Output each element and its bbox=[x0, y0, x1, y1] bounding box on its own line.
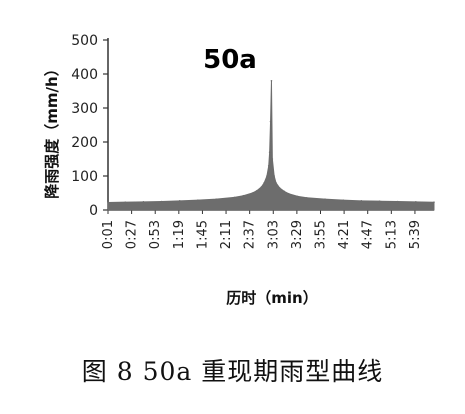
x-tick-label: 3:03 bbox=[266, 220, 281, 249]
x-tick-label: 5:39 bbox=[408, 220, 423, 249]
x-tick-label: 4:47 bbox=[361, 220, 376, 249]
data-point bbox=[269, 120, 272, 123]
rainfall-chart: 0 100 200 300 400 500 0:01 0:27 0:53 1:19 1:45 2:11… bbox=[43, 33, 435, 307]
data-point bbox=[273, 175, 275, 177]
data-point bbox=[342, 199, 344, 201]
data-point bbox=[266, 175, 268, 177]
data-point bbox=[275, 182, 277, 184]
data-point bbox=[270, 80, 273, 82]
y-tick-label: 0 bbox=[89, 203, 98, 219]
data-point bbox=[396, 200, 399, 203]
data-point bbox=[160, 200, 163, 203]
data-point bbox=[360, 200, 363, 202]
x-tick-label: 5:13 bbox=[384, 220, 399, 249]
data-point bbox=[268, 151, 271, 153]
x-tick-label: 2:11 bbox=[219, 220, 234, 249]
data-point bbox=[306, 196, 308, 199]
x-tick-label: 2:37 bbox=[243, 220, 258, 249]
data-point bbox=[142, 201, 145, 203]
data-point bbox=[256, 189, 258, 192]
chart-title: 50a bbox=[203, 45, 257, 75]
data-point bbox=[324, 198, 326, 200]
x-tick-label: 4:21 bbox=[337, 220, 352, 249]
data-point bbox=[433, 201, 435, 203]
y-tick-label: 300 bbox=[71, 101, 98, 117]
data-point bbox=[267, 165, 270, 167]
x-tick-label: 1:19 bbox=[172, 220, 187, 249]
data-point bbox=[378, 200, 381, 202]
y-axis-title: 降雨强度（mm/h） bbox=[43, 61, 61, 198]
x-tick-label: 1:45 bbox=[195, 220, 210, 249]
data-point bbox=[287, 192, 290, 195]
x-axis-title: 历时（min） bbox=[226, 289, 317, 307]
data-point bbox=[178, 200, 181, 202]
data-point bbox=[263, 182, 265, 184]
y-tick-label: 500 bbox=[71, 33, 98, 49]
x-tick-label: 3:55 bbox=[313, 220, 328, 249]
data-point bbox=[107, 201, 109, 204]
rainfall-area-series bbox=[107, 80, 435, 211]
x-tick-label: 0:27 bbox=[125, 220, 140, 249]
figure-caption: 图 8 50a 重现期雨型曲线 bbox=[81, 357, 384, 386]
data-point bbox=[278, 187, 281, 189]
data-point bbox=[233, 196, 236, 199]
marks-group bbox=[107, 80, 435, 211]
data-point bbox=[242, 194, 245, 197]
data-point bbox=[271, 158, 274, 160]
data-point bbox=[415, 201, 417, 203]
y-tick-label: 200 bbox=[71, 135, 98, 151]
data-point bbox=[260, 186, 263, 188]
data-point bbox=[215, 198, 217, 200]
data-point bbox=[251, 192, 254, 194]
y-tick-label: 100 bbox=[71, 169, 98, 185]
data-point bbox=[124, 201, 127, 203]
x-tick-label: 3:29 bbox=[290, 220, 305, 249]
axes-group: 0 100 200 300 400 500 0:01 0:27 0:53 1:19 1:45 2:11… bbox=[71, 33, 434, 249]
x-tick-label: 0:01 bbox=[101, 220, 116, 249]
y-tick-label: 400 bbox=[71, 67, 98, 83]
data-point bbox=[296, 195, 299, 198]
data-point bbox=[197, 199, 199, 201]
data-point bbox=[283, 190, 285, 193]
x-tick-label: 0:53 bbox=[148, 220, 163, 249]
